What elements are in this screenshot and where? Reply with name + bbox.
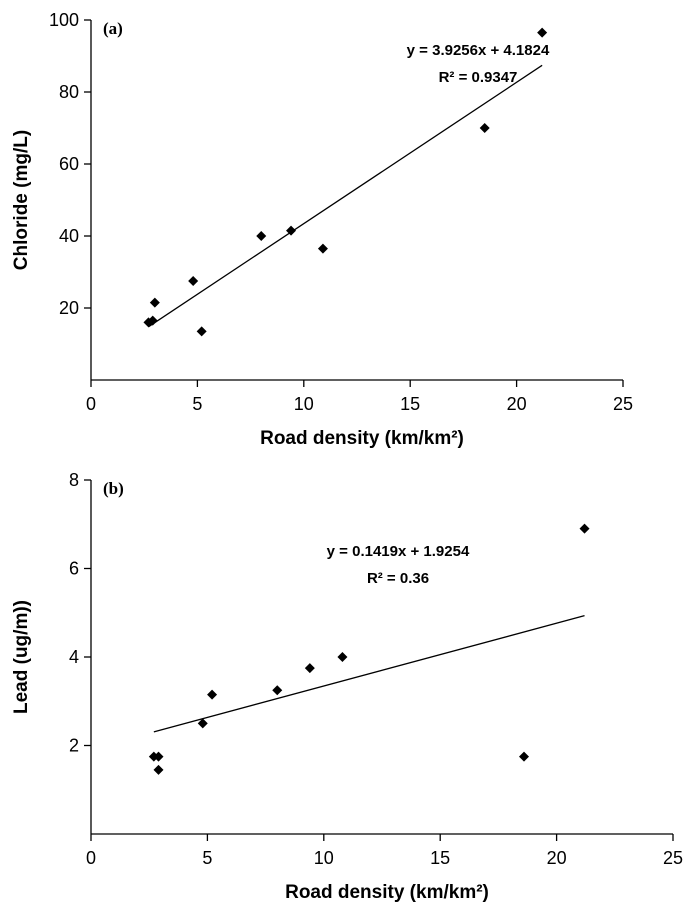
- y-tick-label: 80: [59, 82, 79, 102]
- y-tick-label: 4: [69, 647, 79, 667]
- data-point: [317, 243, 328, 254]
- regression-equation: y = 3.9256x + 4.1824: [407, 42, 550, 59]
- x-tick-label: 0: [86, 848, 96, 868]
- x-axis-title: Road density (km/km²): [260, 428, 464, 449]
- x-tick-label: 5: [202, 848, 212, 868]
- data-point: [272, 685, 283, 696]
- data-point: [153, 751, 164, 762]
- y-tick-label: 2: [69, 736, 79, 756]
- regression-equation: y = 0.1419x + 1.9254: [327, 543, 470, 560]
- x-tick-label: 0: [86, 394, 96, 414]
- y-tick-label: 20: [59, 298, 79, 318]
- y-axis-title: Chloride (mg/L): [11, 130, 32, 270]
- data-point: [337, 652, 348, 662]
- y-tick-label: 8: [69, 470, 79, 490]
- data-point: [304, 663, 315, 674]
- y-tick-label: 6: [69, 559, 79, 579]
- data-point: [153, 764, 164, 775]
- data-point: [147, 315, 158, 326]
- y-tick-label: 60: [59, 154, 79, 174]
- data-point: [197, 718, 208, 729]
- y-tick-label: 100: [49, 10, 79, 30]
- data-point: [256, 231, 267, 241]
- r-squared-label: R² = 0.36: [367, 570, 429, 587]
- x-tick-label: 15: [400, 394, 420, 414]
- y-tick-label: 40: [59, 226, 79, 246]
- data-point: [519, 751, 530, 762]
- x-tick-label: 20: [547, 848, 567, 868]
- x-tick-label: 5: [192, 394, 202, 414]
- panel-label: (b): [103, 479, 124, 498]
- panel-a-chloride: 0 5 10 15 20 25 20 40 60 80 100 Road density (km/km…: [11, 10, 633, 449]
- trendline: [148, 64, 543, 328]
- x-tick-label: 25: [613, 394, 633, 414]
- data-point: [196, 326, 207, 337]
- panel-label: (a): [103, 19, 123, 38]
- x-tick-label: 15: [430, 848, 450, 868]
- x-tick-label: 25: [663, 848, 683, 868]
- x-axis-title: Road density (km/km²): [285, 882, 489, 903]
- data-point: [207, 689, 218, 700]
- panel-b-lead: 0 5 10 15 20 25 2 4 6 8 Road density (km/km²) Lead …: [11, 470, 683, 903]
- data-point: [479, 123, 490, 133]
- data-point: [579, 523, 590, 534]
- r-squared-label: R² = 0.9347: [439, 69, 518, 86]
- x-tick-label: 10: [314, 848, 334, 868]
- data-point: [188, 276, 199, 286]
- data-point: [537, 27, 548, 38]
- trendline: [153, 615, 585, 733]
- data-point: [149, 297, 160, 308]
- y-axis-title: Lead (ug/m)): [11, 600, 32, 714]
- x-tick-label: 10: [294, 394, 314, 414]
- data-point: [286, 225, 297, 236]
- x-tick-label: 20: [507, 394, 527, 414]
